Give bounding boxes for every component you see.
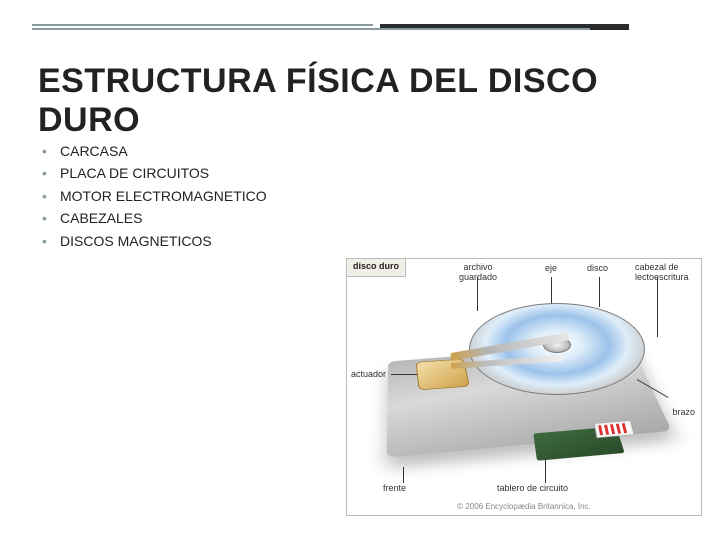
rule-segment xyxy=(32,24,373,26)
leader-line xyxy=(403,467,404,483)
label-eje: eje xyxy=(545,263,557,273)
bullet-list: CARCASA PLACA DE CIRCUITOS MOTOR ELECTRO… xyxy=(42,140,267,252)
connector xyxy=(594,420,635,438)
rule-segment xyxy=(32,28,590,30)
label-tablero: tablero de circuito xyxy=(497,483,568,493)
bullet-item: CARCASA xyxy=(42,140,267,162)
leader-line xyxy=(477,277,478,311)
header-rule xyxy=(32,24,688,34)
diagram-copyright: © 2006 Encyclopædia Britannica, Inc. xyxy=(347,502,701,511)
label-archivo: archivoguardado xyxy=(459,263,497,283)
leader-line xyxy=(545,459,546,483)
label-actuador: actuador xyxy=(351,369,386,379)
slide-title: ESTRUCTURA FÍSICA DEL DISCO DURO xyxy=(38,62,682,140)
label-disco: disco xyxy=(587,263,608,273)
leader-line xyxy=(599,277,600,307)
bullet-item: MOTOR ELECTROMAGNETICO xyxy=(42,185,267,207)
leader-line xyxy=(657,277,658,337)
hard-disk-diagram: disco duro archivoguardado eje disco cab… xyxy=(346,258,702,516)
bullet-item: PLACA DE CIRCUITOS xyxy=(42,162,267,184)
diagram-title: disco duro xyxy=(347,259,406,277)
label-brazo: brazo xyxy=(672,407,695,417)
label-cabezal: cabezal delectoescritura xyxy=(635,263,689,283)
bullet-item: CABEZALES xyxy=(42,207,267,229)
leader-line xyxy=(391,374,417,375)
bullet-item: DISCOS MAGNETICOS xyxy=(42,230,267,252)
label-frente: frente xyxy=(383,483,406,493)
